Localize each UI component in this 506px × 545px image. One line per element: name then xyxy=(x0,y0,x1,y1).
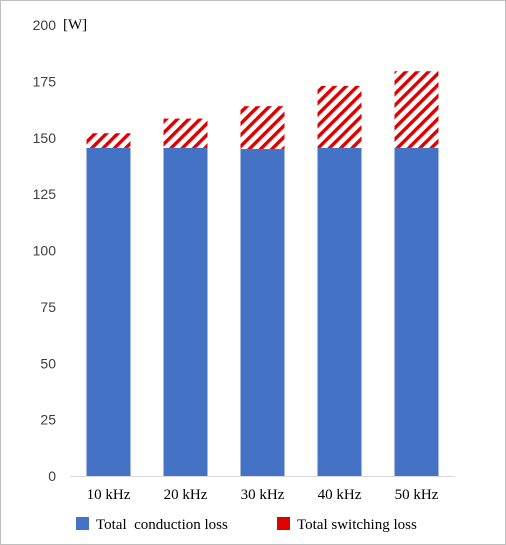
legend: Total conduction loss Total switching los… xyxy=(76,517,417,533)
conduction-loss-bar xyxy=(240,149,285,476)
x-tick-label: 10 kHz xyxy=(87,487,131,503)
conduction-loss-bar xyxy=(317,147,362,476)
legend-swatch xyxy=(76,517,89,530)
switching-loss-bar xyxy=(317,85,362,148)
y-tick-label: 0 xyxy=(48,468,56,484)
conduction-loss-bar xyxy=(394,147,439,476)
y-axis: 0 25 50 75 100 125 150 175 200 xyxy=(33,17,57,484)
x-tick-label: 50 kHz xyxy=(395,487,439,503)
switching-loss-bar xyxy=(163,118,208,148)
switching-loss-bar xyxy=(86,133,131,148)
x-tick-label: 20 kHz xyxy=(164,487,208,503)
legend-label: Total switching loss xyxy=(297,517,417,533)
y-tick-label: 25 xyxy=(40,412,56,428)
conduction-loss-bar xyxy=(86,147,131,476)
legend-swatch xyxy=(277,517,290,530)
bars xyxy=(86,71,439,476)
x-tick-label: 40 kHz xyxy=(318,487,362,503)
y-unit-label: [W] xyxy=(63,17,87,33)
y-tick-label: 50 xyxy=(40,355,56,371)
y-tick-label: 150 xyxy=(33,130,57,146)
y-tick-label: 125 xyxy=(33,186,57,202)
y-tick-label: 175 xyxy=(33,73,57,89)
conduction-loss-bar xyxy=(163,147,208,476)
switching-loss-bar xyxy=(394,71,439,148)
legend-label: Total conduction loss xyxy=(96,517,228,533)
x-axis: 10 kHz 20 kHz 30 kHz 40 kHz 50 kHz xyxy=(70,476,455,503)
y-tick-label: 100 xyxy=(33,243,57,259)
switching-loss-bar xyxy=(240,106,285,150)
y-tick-label: 200 xyxy=(33,17,57,33)
x-tick-label: 30 kHz xyxy=(241,487,285,503)
y-tick-label: 75 xyxy=(40,299,56,315)
